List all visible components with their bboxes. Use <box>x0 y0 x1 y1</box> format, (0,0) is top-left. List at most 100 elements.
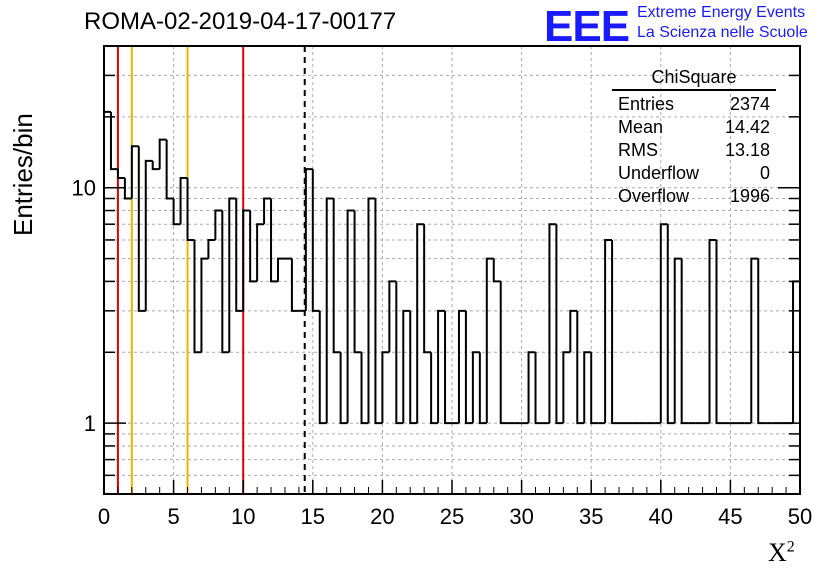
stat-value: 13.18 <box>724 140 770 160</box>
histogram-bin <box>270 198 278 283</box>
histogram-bin <box>123 177 132 200</box>
histogram-bin <box>395 281 404 425</box>
x-tick-label: 10 <box>231 504 255 529</box>
y-tick-label: 1 <box>84 411 96 436</box>
histogram-bin <box>228 197 237 353</box>
histogram-bin <box>353 210 362 354</box>
histogram-bin <box>715 239 724 425</box>
histogram-bin <box>165 139 174 200</box>
stat-value: 1996 <box>729 186 770 206</box>
stat-label: Underflow <box>618 163 700 183</box>
histogram-bin <box>792 280 801 494</box>
histogram-bin <box>256 223 265 282</box>
histogram-bin <box>346 209 355 424</box>
histogram-bin <box>381 351 390 424</box>
histogram-bin <box>158 138 167 170</box>
eee-logo: EEE <box>544 2 630 51</box>
histogram-bin <box>137 146 146 312</box>
histogram-bin <box>416 223 425 424</box>
stat-row-overflow: Overflow 1996 <box>612 185 776 208</box>
stat-label: Overflow <box>618 186 690 206</box>
histogram-bin <box>464 310 473 425</box>
x-tick-label: 20 <box>370 504 394 529</box>
histogram-bin <box>339 352 348 425</box>
x-tick-label: 50 <box>788 504 812 529</box>
histogram-bin <box>673 257 682 424</box>
stat-row-rms: RMS 13.18 <box>612 139 776 162</box>
histogram-bin <box>109 111 118 171</box>
histogram-bin <box>325 197 334 424</box>
histogram-bin <box>311 169 320 312</box>
histogram-bin <box>680 258 689 425</box>
histogram-bin <box>576 310 585 425</box>
stats-box: ChiSquare Entries 2374 Mean 14.42 RMS 13… <box>612 67 776 208</box>
histogram-bin <box>402 309 411 424</box>
logo-tagline-2: La Scienza nelle Scuole <box>637 24 808 41</box>
x-tick-label: 15 <box>301 504 325 529</box>
histogram-bin <box>409 310 418 425</box>
histogram-bin <box>116 169 125 179</box>
chart-title: ROMA-02-2019-04-17-00177 <box>84 8 397 35</box>
histogram-bin <box>757 258 766 425</box>
x-axis-label: X2 <box>768 538 795 567</box>
y-axis-label: Entries/bin <box>8 113 38 236</box>
histogram-bin <box>221 210 230 354</box>
stat-label: RMS <box>618 140 658 160</box>
histogram-bin <box>611 239 620 425</box>
histogram-bin <box>318 310 327 425</box>
histogram-bin <box>193 239 202 354</box>
histogram-bin <box>214 209 223 240</box>
histogram-bin <box>471 351 480 424</box>
histogram-bin <box>263 197 272 225</box>
histogram-bin <box>555 224 564 425</box>
histogram-bin <box>130 145 139 199</box>
y-tick-label: 10 <box>72 176 96 201</box>
histogram-bin <box>430 352 439 425</box>
histogram-bin <box>492 258 501 283</box>
stat-row-entries: Entries 2374 <box>612 93 776 116</box>
histogram-bin <box>569 309 578 353</box>
histogram-bin <box>388 280 397 353</box>
histogram-bin <box>200 257 209 353</box>
histogram-bin <box>666 224 675 425</box>
x-tick-label: 40 <box>649 504 673 529</box>
stat-value: 2374 <box>729 94 770 114</box>
histogram-bin <box>437 309 446 424</box>
histogram-bin <box>499 281 508 425</box>
logo-tagline-1: Extreme Energy Events <box>637 4 806 21</box>
histogram-bin <box>444 310 452 425</box>
histogram-bin <box>423 224 432 354</box>
histogram-bin <box>144 159 153 311</box>
histogram-bin <box>590 352 599 425</box>
histogram-bin <box>527 351 536 424</box>
stat-label: Entries <box>618 94 675 114</box>
histogram-bin <box>186 177 195 241</box>
histogram-bin <box>708 238 717 424</box>
histogram-bin <box>478 352 487 425</box>
histogram-bin <box>207 238 216 259</box>
histogram-bin <box>304 168 313 311</box>
stats-title: ChiSquare <box>612 67 776 91</box>
histogram-bin <box>457 309 466 424</box>
stat-row-mean: Mean 14.42 <box>612 116 776 139</box>
histogram-bin <box>235 198 244 312</box>
x-tick-label: 25 <box>440 504 464 529</box>
histogram-bin <box>485 257 494 424</box>
histogram-bin <box>242 209 251 311</box>
x-tick-label: 30 <box>509 504 533 529</box>
histogram-bin <box>534 352 543 425</box>
histogram-bin <box>548 223 557 424</box>
histogram-bin <box>659 223 668 424</box>
histogram-bin <box>562 351 571 424</box>
stat-value: 14.42 <box>724 117 770 137</box>
histogram-bin <box>604 238 613 424</box>
histogram-bin <box>360 352 369 425</box>
histogram-bars <box>103 110 801 494</box>
x-tick-label: 45 <box>718 504 742 529</box>
histogram-bin <box>249 210 258 283</box>
histogram-bin <box>374 198 383 425</box>
axis-ticks: 0 5 10 15 20 25 30 35 40 45 50 1 10 <box>72 45 812 529</box>
histogram-bin <box>332 198 341 354</box>
x-tick-label: 0 <box>98 504 110 529</box>
